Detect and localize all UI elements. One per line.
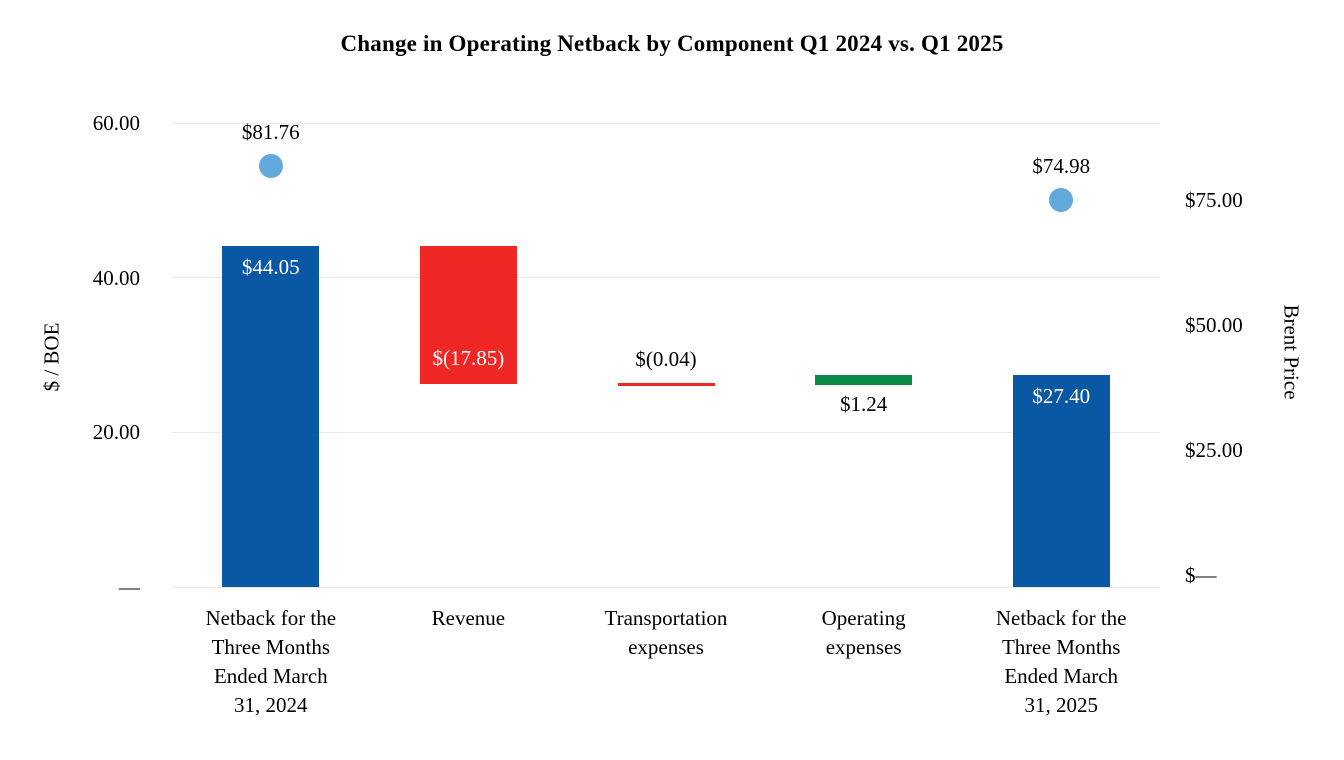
category-label-transportation-expenses: Transportation expenses (604, 606, 728, 659)
gridline-60 (172, 122, 1160, 124)
left-axis-tick-0: — (119, 575, 140, 599)
right-axis-tick-25: $25.00 (1185, 438, 1243, 462)
gridline-20 (172, 431, 1160, 433)
category-label-revenue: Revenue (431, 606, 506, 630)
left-axis-tick-40: 40.00 (92, 265, 140, 290)
bar-label-netback-q1-2025: $27.40 (1032, 384, 1091, 409)
gridline-40 (172, 277, 1160, 279)
category-label-netback-q1-2025: Netback for the Three Months Ended March… (995, 606, 1127, 717)
bar-label-revenue: $(17.85) (432, 346, 505, 371)
left-axis-tick-60: 60.00 (92, 111, 140, 135)
bar-netback-q1-2025 (1012, 375, 1110, 587)
bar-label-netback-q1-2024: $44.05 (241, 255, 300, 280)
category-label-operating-expenses: Operating expenses (821, 606, 906, 659)
left-axis-title: $ / BOE (39, 322, 64, 392)
gridline-0 (172, 586, 1160, 588)
data-point-brent-price-q1-2024 (258, 154, 283, 179)
chart-title: Change in Operating Netback by Component… (340, 31, 1004, 56)
bar-netback-q1-2024 (222, 246, 320, 587)
bar-operating-expenses (815, 375, 913, 385)
data-point-brent-price-q1-2025 (1049, 188, 1074, 213)
bar-label-transportation-expenses: $(0.04) (635, 347, 697, 372)
right-axis-tick-75: $75.00 (1185, 188, 1243, 212)
point-label-brent-price-q1-2025: $74.98 (1032, 154, 1091, 179)
left-axis-tick-20: 20.00 (92, 420, 140, 445)
right-axis-tick-0: $— (1185, 563, 1217, 587)
point-label-brent-price-q1-2024: $81.76 (241, 120, 300, 145)
bar-transportation-expenses (617, 383, 715, 387)
right-axis-tick-50: $50.00 (1185, 313, 1243, 337)
bar-revenue (419, 246, 517, 385)
bar-label-operating-expenses: $1.24 (839, 391, 888, 416)
category-label-netback-q1-2024: Netback for the Three Months Ended March… (205, 606, 337, 717)
